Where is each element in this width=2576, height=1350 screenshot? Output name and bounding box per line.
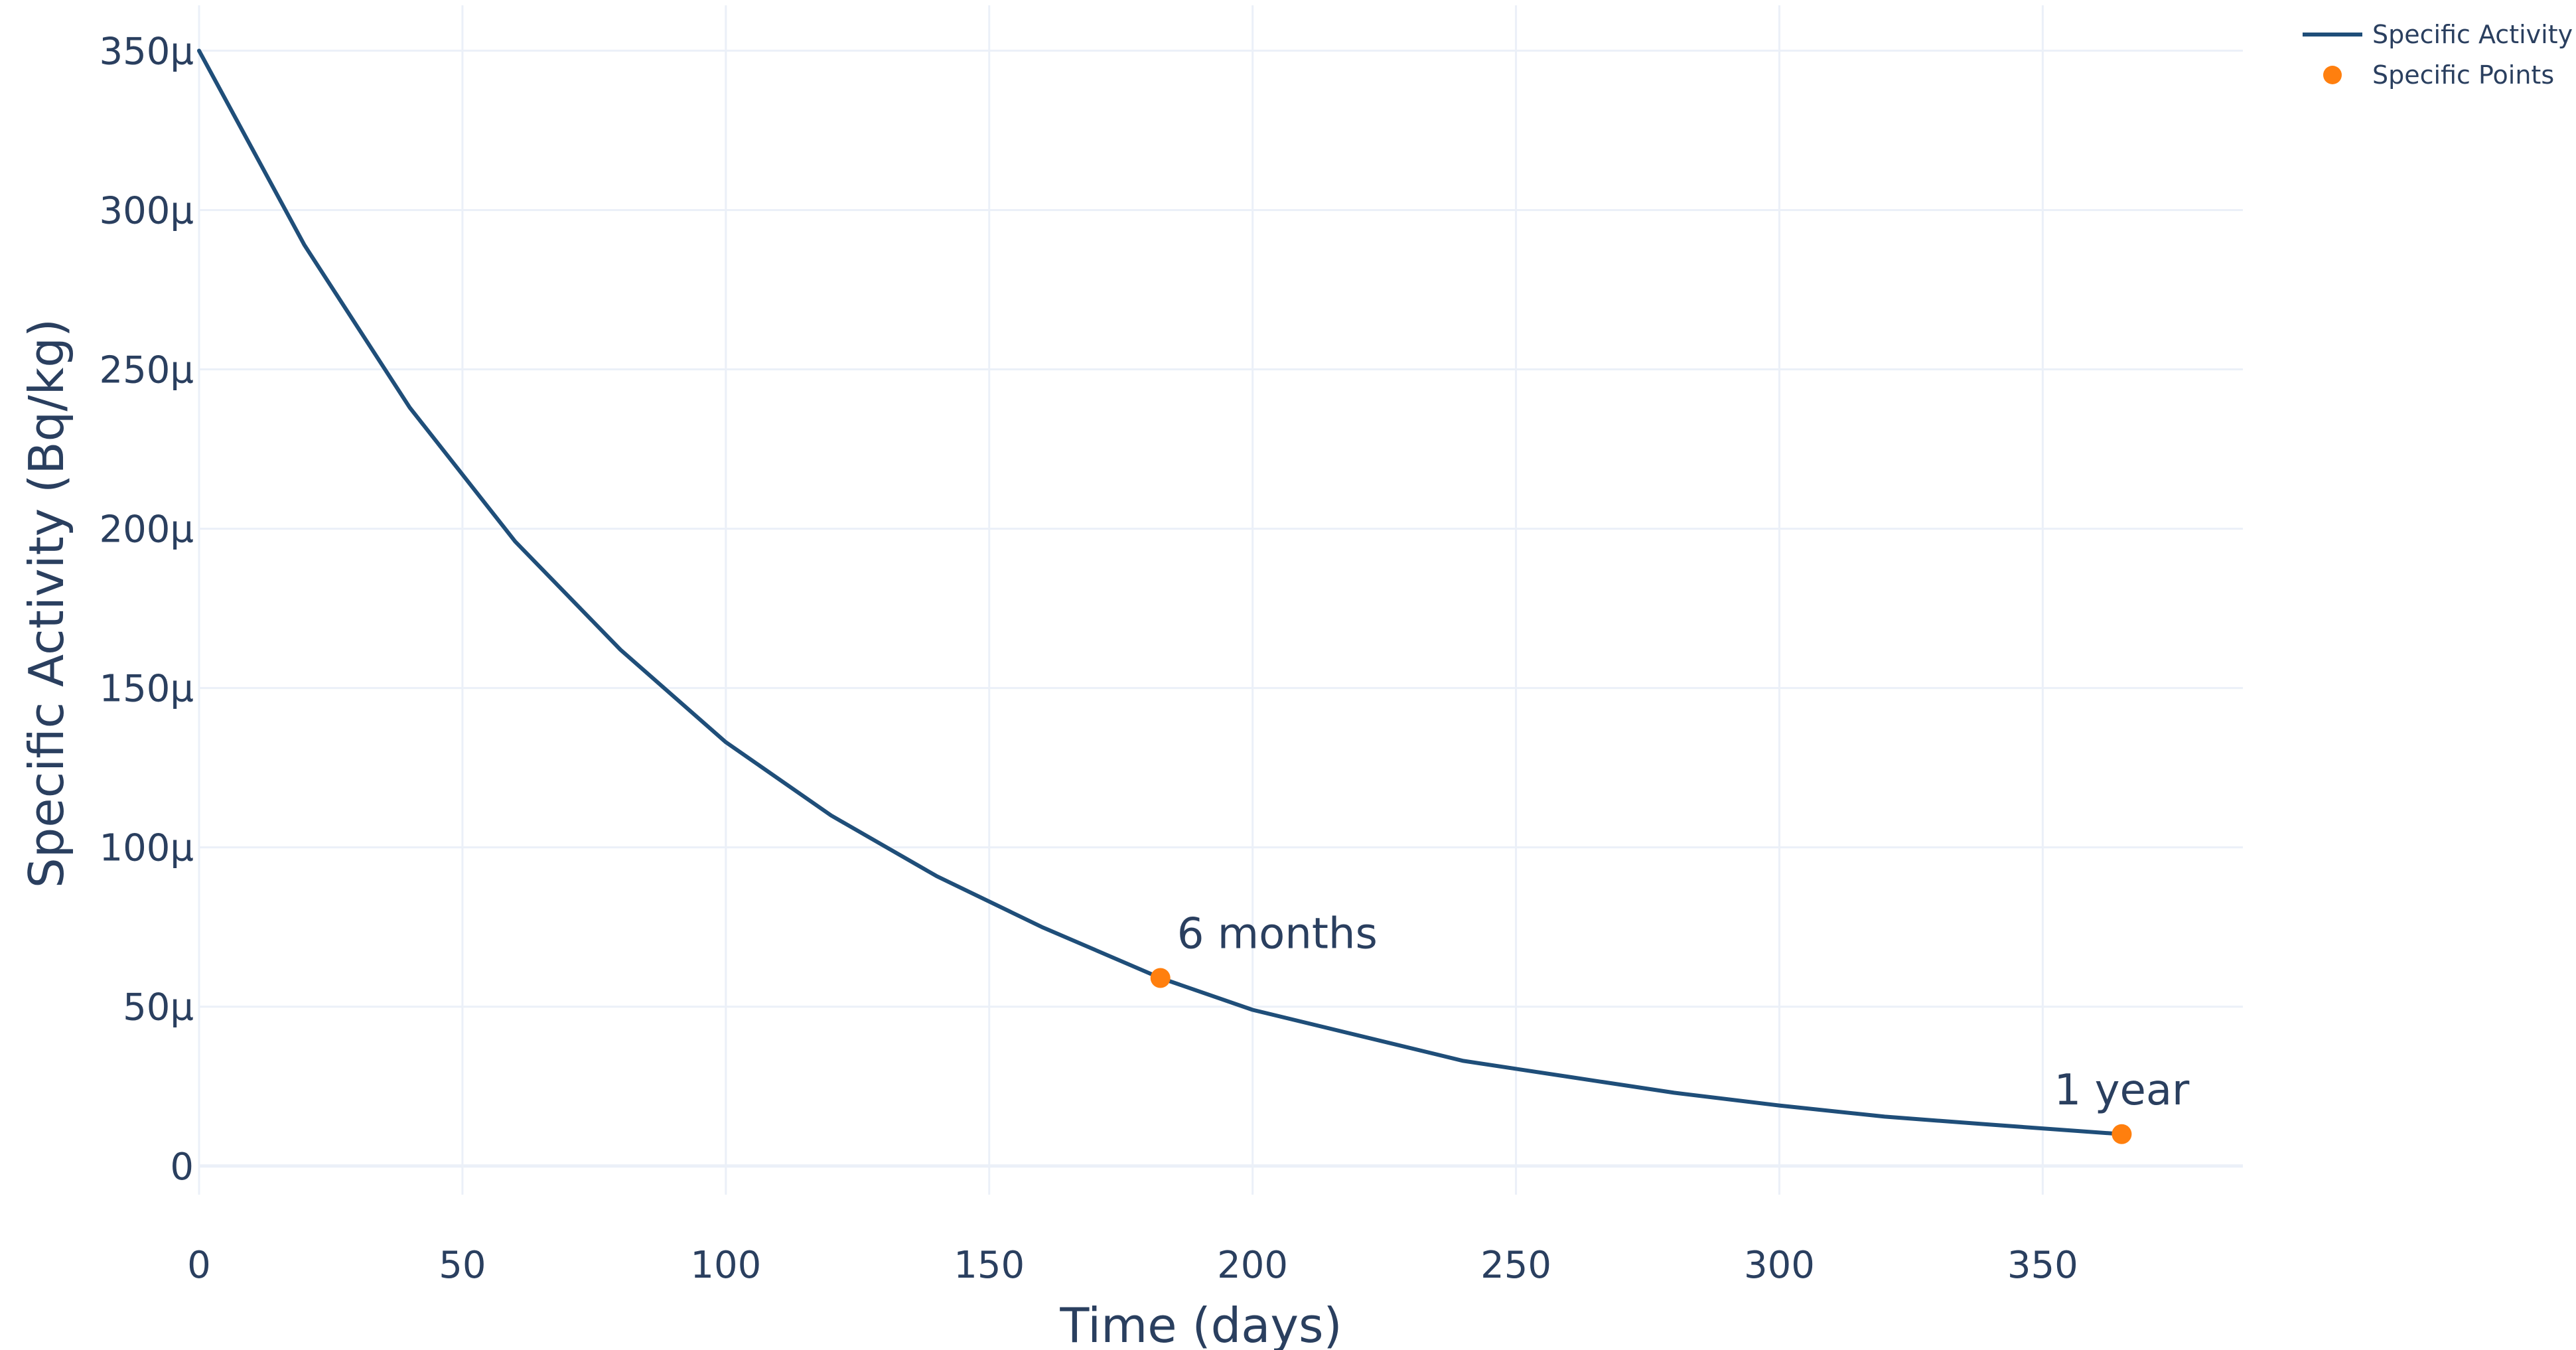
series-layer xyxy=(197,48,2132,1144)
annotation-layer: 6 months 1 year xyxy=(1177,910,2190,1115)
x-tick-label: 100 xyxy=(690,1244,761,1287)
data-point-specific[interactable] xyxy=(1150,968,1171,988)
point-annotation: 1 year xyxy=(2054,1066,2190,1115)
legend-item-specific-points[interactable]: Specific Points xyxy=(2323,60,2554,90)
point-annotation: 6 months xyxy=(1177,910,1378,959)
x-tick-label: 350 xyxy=(2007,1244,2078,1287)
x-axis-title: Time (days) xyxy=(1059,1298,1342,1350)
y-tick-label: 300μ xyxy=(99,189,194,232)
y-tick-label: 250μ xyxy=(99,349,194,392)
y-tick-label: 350μ xyxy=(99,30,194,73)
legend[interactable]: Specific Activity Specific Points xyxy=(2303,20,2573,90)
y-tick-label: 150μ xyxy=(99,668,194,711)
axis-layer: 0 50 100 150 200 250 300 350 0 50μ 100μ 150μ 200μ 250… xyxy=(19,30,2078,1350)
x-tick-label: 200 xyxy=(1217,1244,1288,1287)
x-tick-label: 300 xyxy=(1744,1244,1815,1287)
x-tick-label: 0 xyxy=(187,1244,211,1287)
legend-label: Specific Points xyxy=(2372,60,2554,90)
y-tick-label: 200μ xyxy=(99,508,194,552)
y-axis-title: Specific Activity (Bq/kg) xyxy=(19,319,74,888)
x-tick-label: 50 xyxy=(439,1244,486,1287)
x-tick-label: 250 xyxy=(1480,1244,1551,1287)
x-tick-label: 150 xyxy=(954,1244,1025,1287)
legend-swatch-marker xyxy=(2323,66,2342,84)
y-tick-label: 0 xyxy=(170,1146,194,1189)
legend-label: Specific Activity xyxy=(2372,20,2573,49)
data-point-specific[interactable] xyxy=(2111,1124,2132,1144)
y-tick-label: 100μ xyxy=(99,827,194,870)
legend-item-specific-activity[interactable]: Specific Activity xyxy=(2303,20,2573,49)
grid-layer xyxy=(198,5,2243,1195)
y-tick-label: 50μ xyxy=(123,986,194,1029)
